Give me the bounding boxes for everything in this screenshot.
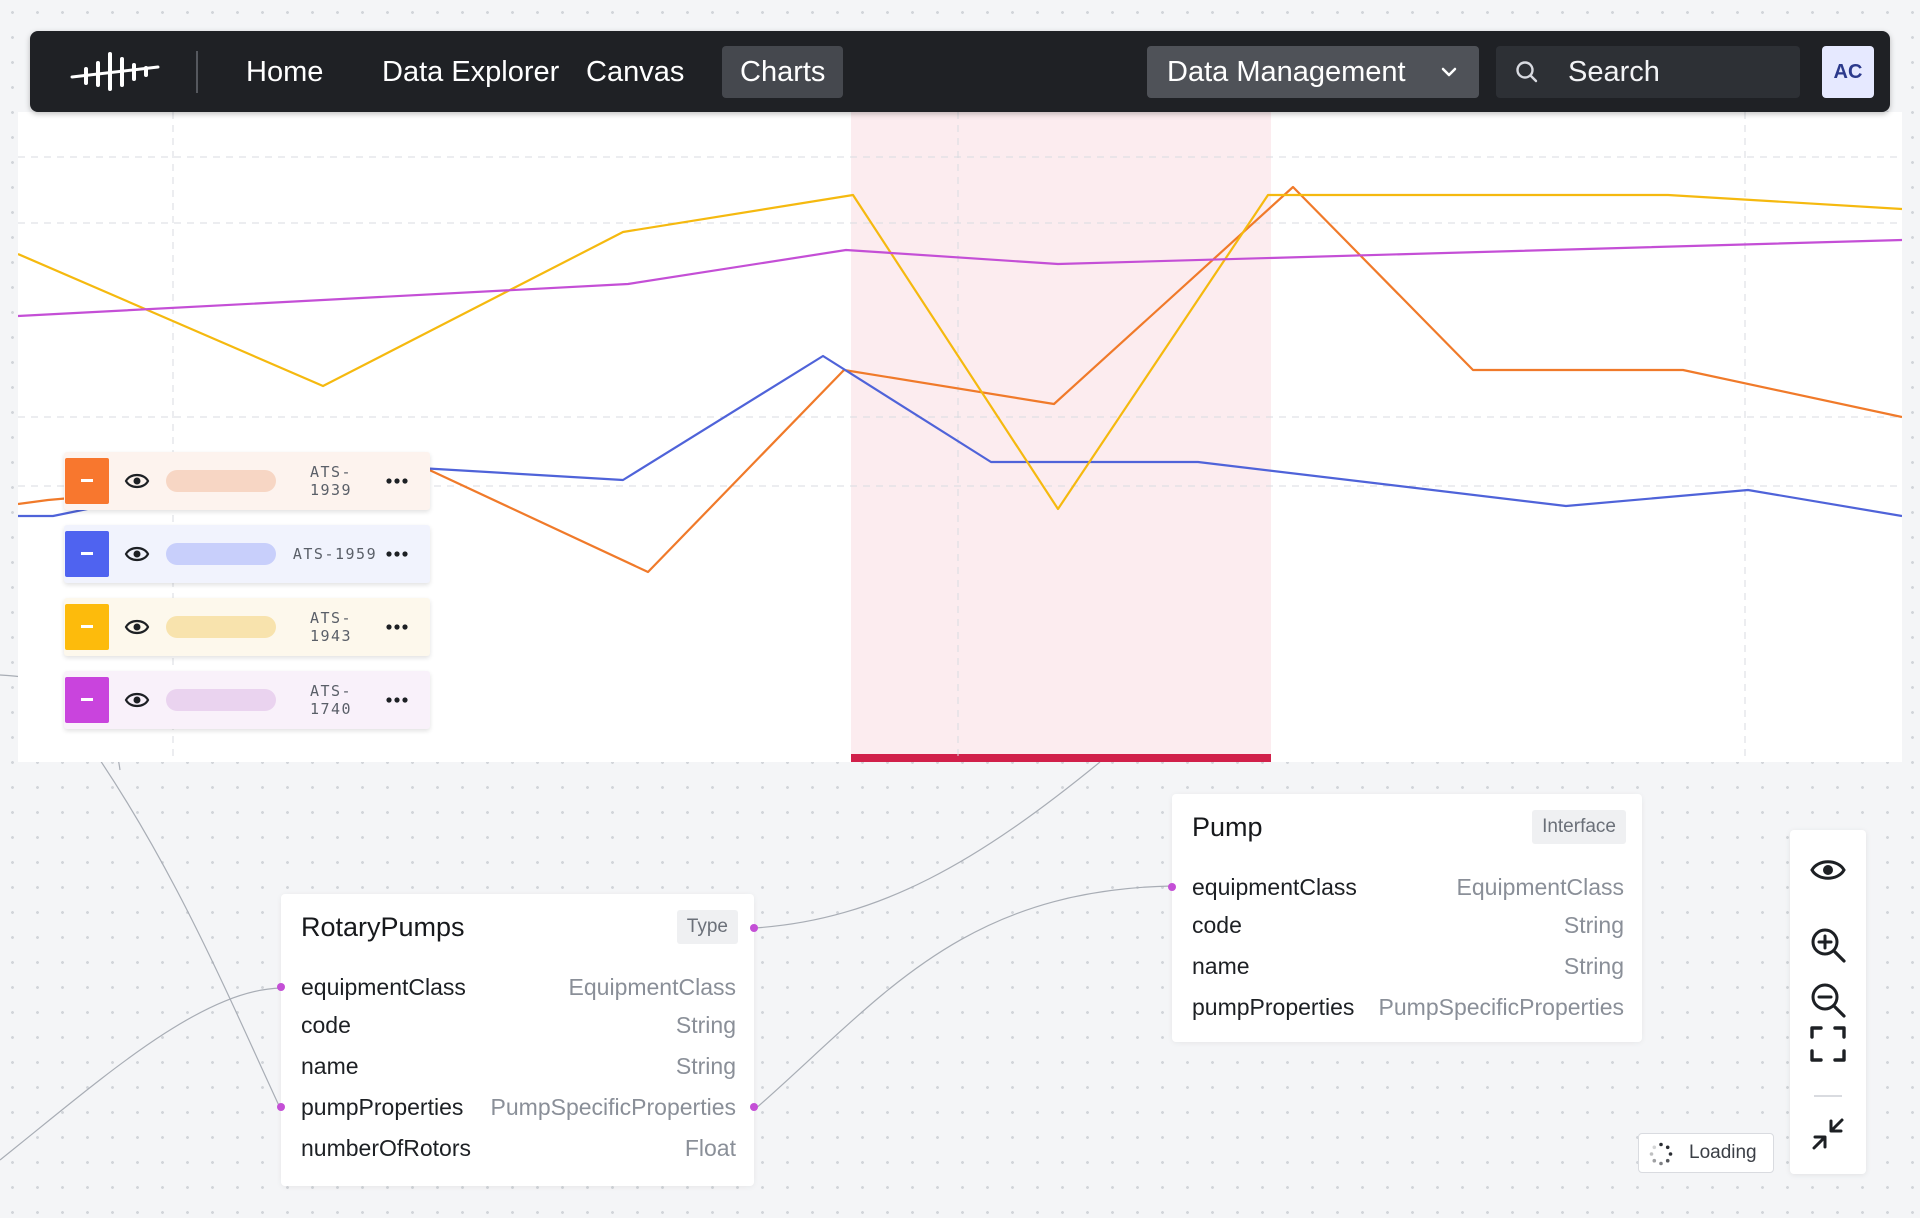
series-label: ATS-1959 [292, 545, 378, 563]
app-logo-icon[interactable] [66, 51, 166, 91]
property-name: equipmentClass [1192, 874, 1357, 900]
series-color-pill [166, 470, 276, 492]
more-options-icon[interactable] [384, 691, 410, 709]
property-name: code [1192, 912, 1242, 938]
property-row[interactable]: code String [1172, 908, 1642, 942]
property-type: PumpSpecificProperties [490, 1094, 736, 1120]
node-card-rotary-pumps[interactable]: RotaryPumps Type equipmentClass Equipmen… [277, 894, 758, 1186]
canvas-toolbar [1790, 830, 1866, 1174]
connector-pumpproperties-to-pump [753, 885, 1173, 1111]
node-card-pump[interactable]: Pump Interface equipmentClass EquipmentC… [1168, 794, 1642, 1042]
output-port[interactable] [750, 924, 758, 932]
node-kind-badge: Type [676, 910, 738, 944]
search-icon [1516, 61, 1538, 83]
more-options-icon[interactable] [384, 618, 410, 636]
nav-canvas[interactable]: Canvas [586, 56, 685, 88]
input-port[interactable] [1168, 883, 1176, 891]
eye-icon[interactable] [1808, 850, 1848, 890]
legend-row-ats-1939: ATS- 1939 [64, 452, 430, 510]
series-label: ATS- 1943 [309, 609, 353, 645]
property-type: EquipmentClass [568, 974, 736, 1000]
property-row[interactable]: equipmentClass EquipmentClass [277, 970, 754, 1004]
series-line-ats-1943[interactable] [18, 193, 1902, 511]
input-port[interactable] [277, 983, 285, 991]
property-name: pumpProperties [1192, 994, 1355, 1020]
property-row[interactable]: equipmentClass EquipmentClass [1168, 870, 1642, 904]
node-kind-badge: Interface [1532, 810, 1626, 844]
series-toggle-button[interactable] [65, 531, 109, 577]
search-placeholder: Search [1568, 56, 1660, 88]
series-toggle-button[interactable] [65, 604, 109, 650]
property-type: Float [684, 1135, 736, 1161]
series-color-pill [166, 543, 276, 565]
loading-indicator: Loading [1638, 1133, 1774, 1173]
legend-row-ats-1943: ATS- 1943 [64, 598, 430, 656]
fit-screen-icon[interactable] [1808, 1024, 1848, 1064]
series-color-pill [166, 616, 276, 638]
chart-panel: ATS- 1939 ATS-1959 [18, 112, 1902, 762]
series-color-pill [166, 689, 276, 711]
highlight-range-bar[interactable] [851, 754, 1271, 762]
eye-icon[interactable] [124, 542, 150, 566]
property-type: String [675, 1053, 736, 1079]
property-name: name [1192, 953, 1250, 979]
series-label: ATS- 1939 [309, 463, 353, 499]
collapse-icon[interactable] [1808, 1114, 1848, 1154]
output-port[interactable] [750, 1103, 758, 1111]
input-port[interactable] [277, 1103, 285, 1111]
more-options-icon[interactable] [384, 472, 410, 490]
search-input[interactable]: Search [1496, 46, 1800, 98]
toolbar-divider [1814, 1095, 1842, 1097]
zoom-out-icon[interactable] [1808, 980, 1848, 1020]
chart-legend: ATS- 1939 ATS-1959 [64, 452, 430, 744]
series-line-ats-1740[interactable] [18, 238, 1902, 318]
property-type: String [675, 1012, 736, 1038]
more-options-icon[interactable] [384, 545, 410, 563]
property-row[interactable]: pumpProperties PumpSpecificProperties [277, 1090, 758, 1124]
top-nav-bar: Home Data Explorer Canvas Charts Data Ma… [30, 31, 1890, 112]
connector-rotary-pumpproperties [99, 759, 282, 1111]
series-toggle-button[interactable] [65, 677, 109, 723]
legend-row-ats-1959: ATS-1959 [64, 525, 430, 583]
nav-home[interactable]: Home [246, 56, 324, 88]
eye-icon[interactable] [124, 615, 150, 639]
property-name: name [301, 1053, 359, 1079]
highlight-range[interactable] [851, 112, 1271, 757]
series-toggle-button[interactable] [65, 458, 109, 504]
eye-icon[interactable] [124, 688, 150, 712]
user-avatar[interactable]: AC [1822, 46, 1874, 98]
data-management-dropdown[interactable]: Data Management [1147, 46, 1479, 98]
property-name: code [301, 1012, 351, 1038]
property-name: pumpProperties [301, 1094, 464, 1120]
connector-left-bottom [0, 987, 282, 1161]
property-type: String [1563, 912, 1624, 938]
property-type: String [1563, 953, 1624, 979]
property-row[interactable]: pumpProperties PumpSpecificProperties [1172, 990, 1642, 1024]
eye-icon[interactable] [124, 469, 150, 493]
property-row[interactable]: numberOfRotors Float [281, 1131, 754, 1165]
nav-divider [196, 51, 198, 93]
property-name: numberOfRotors [301, 1135, 472, 1161]
property-type: EquipmentClass [1456, 874, 1624, 900]
data-management-label: Data Management [1167, 56, 1406, 88]
connector-type-to-chart [753, 761, 1101, 929]
line-chart [18, 112, 1902, 762]
series-label: ATS- 1740 [309, 682, 353, 718]
chevron-down-icon [1441, 67, 1457, 77]
loading-label: Loading [1689, 1142, 1757, 1163]
zoom-in-icon[interactable] [1808, 925, 1848, 965]
node-title: RotaryPumps [301, 912, 465, 942]
property-row[interactable]: name String [281, 1049, 754, 1083]
property-row[interactable]: name String [1172, 949, 1642, 983]
nav-charts[interactable]: Charts [722, 46, 844, 98]
property-name: equipmentClass [301, 974, 466, 1000]
legend-row-ats-1740: ATS- 1740 [64, 671, 430, 729]
loading-spinner-icon [1649, 1142, 1673, 1166]
property-type: PumpSpecificProperties [1378, 994, 1624, 1020]
node-title: Pump [1192, 812, 1263, 842]
nav-data-explorer[interactable]: Data Explorer [382, 56, 560, 88]
property-row[interactable]: code String [281, 1008, 754, 1042]
